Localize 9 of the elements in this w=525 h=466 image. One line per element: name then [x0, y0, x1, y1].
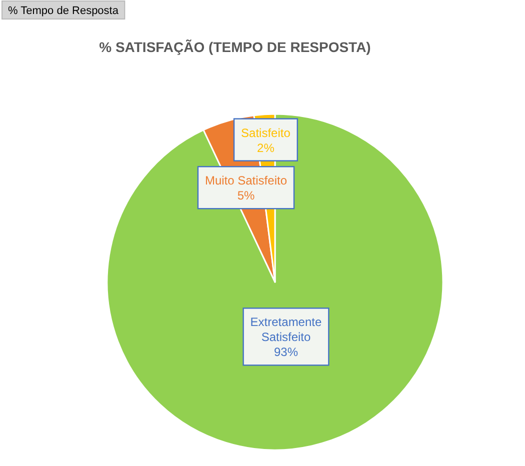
- data-label: 93%: [274, 345, 298, 360]
- pie-slice: [106, 113, 444, 451]
- slice-label: Extretamente Satisfeito: [250, 315, 322, 344]
- slice-label: Satisfeito: [241, 126, 291, 140]
- text: % Tempo de Resposta: [8, 5, 120, 17]
- chart-title: % SATISFAÇÃO (TEMPO DE RESPOSTA): [99, 39, 371, 55]
- data-label: 2%: [257, 140, 275, 155]
- data-label: 5%: [237, 188, 255, 203]
- slice-label: Muito Satisfeito: [204, 174, 288, 188]
